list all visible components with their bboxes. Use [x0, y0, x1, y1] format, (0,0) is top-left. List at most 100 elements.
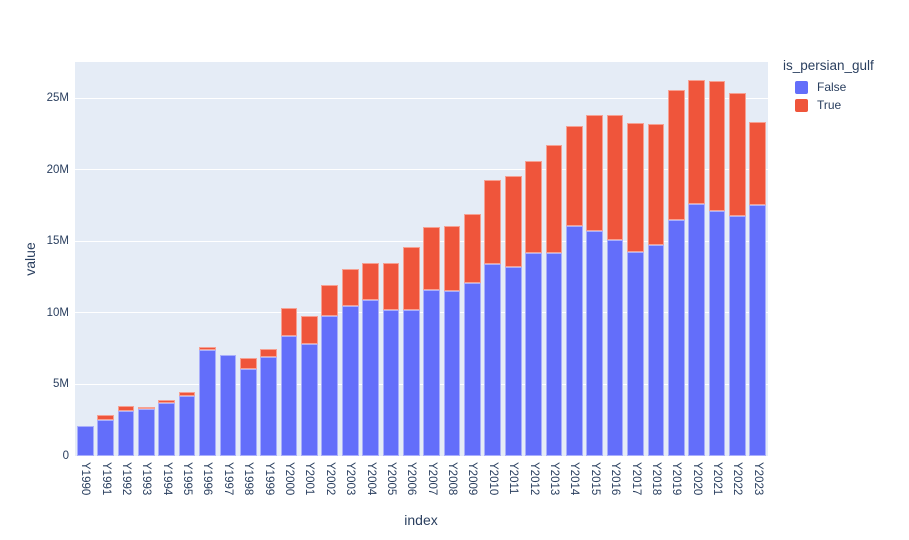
bar-segment-true-Y2008[interactable]	[443, 226, 461, 291]
bar-segment-false-Y2020[interactable]	[688, 203, 705, 456]
bar-segment-false-Y1991[interactable]	[97, 419, 114, 456]
x-tick-label-Y2018: Y2018	[649, 462, 662, 496]
bar-Y2021	[708, 62, 726, 456]
bar-segment-true-Y2014[interactable]	[566, 126, 583, 227]
bar-segment-false-Y2017[interactable]	[627, 252, 644, 456]
bar-segment-false-Y2013[interactable]	[545, 252, 563, 456]
x-tick-label-Y2009: Y2009	[466, 462, 479, 496]
bar-segment-true-Y2002[interactable]	[321, 285, 339, 316]
bar-segment-false-Y2016[interactable]	[606, 240, 624, 456]
bar-segment-true-Y2022[interactable]	[729, 93, 746, 217]
x-tick-label-Y2021: Y2021	[711, 462, 724, 496]
bar-segment-true-Y1991[interactable]	[97, 415, 114, 420]
bar-segment-false-Y2014[interactable]	[566, 226, 583, 456]
x-tick-label-Y1998: Y1998	[242, 462, 255, 496]
bar-segment-true-Y1996[interactable]	[199, 347, 216, 351]
bar-segment-false-Y1996[interactable]	[199, 350, 216, 456]
bar-segment-true-Y2001[interactable]	[301, 315, 318, 345]
bar-segment-false-Y2019[interactable]	[667, 220, 685, 456]
bar-segment-false-Y1999[interactable]	[260, 357, 277, 456]
bar-segment-false-Y2015[interactable]	[586, 231, 604, 456]
x-tick-label-Y2008: Y2008	[446, 462, 459, 496]
bar-segment-true-Y2023[interactable]	[749, 122, 767, 206]
bar-segment-false-Y2000[interactable]	[280, 335, 298, 456]
x-tick-label-Y1994: Y1994	[160, 462, 173, 496]
bar-segment-false-Y1994[interactable]	[158, 403, 176, 456]
x-axis-title: index	[404, 512, 438, 528]
bar-segment-false-Y2004[interactable]	[362, 300, 379, 456]
bar-segment-true-Y2020[interactable]	[688, 79, 705, 204]
bar-segment-true-Y2006[interactable]	[402, 246, 420, 311]
bar-segment-true-Y2000[interactable]	[280, 308, 298, 336]
bar-segment-false-Y1995[interactable]	[178, 395, 196, 456]
bar-segment-true-Y2016[interactable]	[606, 114, 624, 241]
bar-segment-true-Y2013[interactable]	[545, 144, 563, 253]
bar-segment-true-Y2003[interactable]	[341, 269, 359, 306]
bar-segment-false-Y2003[interactable]	[341, 305, 359, 456]
bar-segment-false-Y1992[interactable]	[117, 410, 135, 456]
bar-segment-false-Y1997[interactable]	[219, 355, 237, 456]
bar-segment-true-Y2010[interactable]	[484, 180, 502, 264]
bar-segment-true-Y1992[interactable]	[117, 405, 135, 411]
bar-Y2006	[402, 62, 420, 456]
bar-segment-false-Y2012[interactable]	[525, 252, 542, 456]
bar-segment-true-Y1999[interactable]	[260, 348, 277, 358]
legend-item-true[interactable]: True	[783, 98, 874, 112]
bar-segment-false-Y2011[interactable]	[504, 266, 522, 456]
bar-Y2014	[566, 62, 583, 456]
bar-segment-false-Y2018[interactable]	[647, 245, 665, 456]
x-tick-label-Y2015: Y2015	[588, 462, 601, 496]
bar-segment-true-Y2015[interactable]	[586, 114, 604, 232]
bar-segment-false-Y2008[interactable]	[443, 290, 461, 456]
bar-segment-false-Y2010[interactable]	[484, 263, 502, 456]
x-tick-label-Y2000: Y2000	[283, 462, 295, 496]
bar-segment-false-Y2023[interactable]	[749, 205, 767, 456]
bar-Y2023	[749, 62, 767, 456]
bar-segment-false-Y2007[interactable]	[423, 290, 441, 456]
bar-Y2020	[688, 62, 705, 456]
x-tick-label-Y1993: Y1993	[140, 462, 153, 496]
bar-segment-false-Y1998[interactable]	[239, 369, 257, 456]
bar-segment-true-Y2011[interactable]	[504, 175, 522, 267]
bar-segment-true-Y1998[interactable]	[239, 358, 257, 370]
bar-segment-false-Y2009[interactable]	[464, 282, 481, 456]
bar-segment-true-Y1994[interactable]	[158, 400, 176, 404]
bar-segment-false-Y1993[interactable]	[137, 408, 155, 456]
bar-segment-false-Y2006[interactable]	[402, 310, 420, 456]
bar-segment-true-Y1993[interactable]	[137, 406, 155, 409]
bar-segment-false-Y2001[interactable]	[301, 344, 318, 456]
y-tick-label-15M: 15M	[46, 235, 69, 248]
legend-item-false[interactable]: False	[783, 80, 874, 94]
bar-Y1990	[76, 62, 94, 456]
bar-segment-false-Y2022[interactable]	[729, 216, 746, 456]
bar-Y2007	[423, 62, 441, 456]
plot-area	[75, 62, 768, 456]
bar-segment-false-Y2005[interactable]	[382, 310, 400, 456]
bar-segment-true-Y1995[interactable]	[178, 392, 196, 396]
bar-segment-true-Y2005[interactable]	[382, 262, 400, 311]
bar-segment-true-Y2019[interactable]	[667, 89, 685, 221]
bar-segment-true-Y2018[interactable]	[647, 123, 665, 246]
bar-segment-true-Y2017[interactable]	[627, 122, 644, 253]
bar-segment-false-Y2021[interactable]	[708, 211, 726, 456]
bar-segment-true-Y2021[interactable]	[708, 81, 726, 212]
bar-Y2016	[606, 62, 624, 456]
bar-segment-false-Y1990[interactable]	[76, 425, 94, 456]
gridline-15M	[75, 240, 768, 242]
y-tick-label-10M: 10M	[46, 306, 69, 319]
bar-segment-true-Y2012[interactable]	[525, 161, 542, 253]
y-axis-title: value	[22, 242, 38, 276]
bar-Y1993	[137, 62, 155, 456]
legend-swatch-true-icon	[795, 98, 808, 112]
bar-segment-true-Y2004[interactable]	[362, 262, 379, 301]
bar-segment-true-Y2007[interactable]	[423, 227, 441, 291]
bar-Y2017	[627, 62, 644, 456]
x-tick-label-Y2017: Y2017	[629, 462, 642, 496]
bar-Y2022	[729, 62, 746, 456]
x-tick-label-Y2023: Y2023	[751, 462, 764, 496]
bar-Y2003	[341, 62, 359, 456]
bar-segment-false-Y2002[interactable]	[321, 315, 339, 456]
bar-Y2019	[667, 62, 685, 456]
bar-segment-true-Y2009[interactable]	[464, 214, 481, 283]
